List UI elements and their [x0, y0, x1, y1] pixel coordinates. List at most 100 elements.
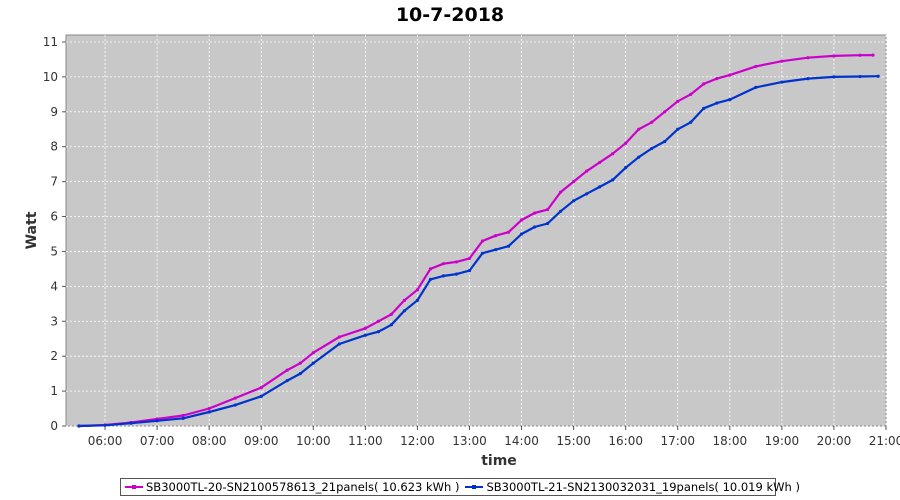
series-1-point — [676, 99, 680, 103]
x-tick-label: 11:00 — [348, 434, 383, 448]
legend-swatch-series-2 — [465, 485, 484, 489]
series-2-point — [103, 423, 107, 427]
x-tick-label: 09:00 — [244, 434, 279, 448]
series-1-point — [572, 180, 576, 184]
series-1-point — [428, 267, 433, 271]
series-1-point — [467, 256, 472, 261]
series-1-point — [715, 77, 719, 81]
series-1-point — [233, 396, 237, 400]
series-2-point — [650, 146, 654, 151]
series-2-point — [545, 221, 550, 226]
x-tick-label: 13:00 — [452, 434, 487, 448]
series-2-point — [441, 274, 446, 278]
series-1-point — [689, 92, 693, 96]
series-1-point — [506, 230, 511, 234]
series-1-point — [285, 368, 289, 372]
series-2-point — [611, 178, 615, 182]
series-2-point — [663, 139, 667, 144]
line-chart: 0 1 2 3 4 5 6 7 8 9 10 11 06:00 07:00 08:00 09:00 10:00 1… — [24, 34, 900, 469]
x-tick-label: 07:00 — [140, 434, 175, 448]
y-tick-label: 1 — [50, 384, 58, 398]
series-1-point — [780, 59, 784, 63]
series-1-point — [402, 298, 407, 302]
series-1-point — [493, 234, 498, 238]
series-2-point — [598, 185, 602, 189]
series-2-point — [780, 80, 784, 84]
series-2-point — [532, 225, 537, 229]
series-1-point — [728, 73, 732, 77]
x-tick-label: 15:00 — [556, 434, 591, 448]
series-2-point — [585, 192, 589, 196]
series-1-point — [624, 141, 628, 145]
series-2-point — [415, 298, 420, 302]
y-tick-label: 3 — [50, 314, 58, 328]
series-1-point — [598, 160, 602, 165]
series-2-point — [519, 232, 524, 236]
series-2-point — [285, 379, 289, 383]
series-1-point — [806, 56, 810, 60]
series-1-point — [754, 64, 758, 69]
legend: SB3000TL-20-SN2100578613_21panels( 10.62… — [120, 478, 800, 496]
series-2-point — [876, 74, 880, 78]
plot-area — [65, 34, 887, 427]
series-1-point — [389, 312, 393, 316]
x-axis-title: time — [481, 453, 517, 469]
series-2-point — [337, 342, 341, 346]
y-tick-label: 10 — [43, 70, 58, 84]
series-1-point — [871, 53, 875, 57]
series-1-point — [337, 335, 341, 339]
legend-label-series-2: SB3000TL-21-SN2130032031_19panels( 10.01… — [486, 480, 800, 494]
series-2-point — [181, 416, 185, 420]
series-2-point — [376, 330, 380, 334]
y-tick-label: 9 — [50, 105, 58, 119]
series-2-point — [480, 251, 485, 255]
series-2-point — [715, 101, 719, 105]
x-tick-label: 20:00 — [817, 434, 852, 448]
series-1-point — [376, 319, 380, 323]
series-2-point — [155, 419, 159, 423]
x-tick-label: 10:00 — [296, 434, 331, 448]
series-1-point — [637, 127, 641, 131]
series-1-point — [480, 239, 485, 243]
series-2-point — [728, 97, 732, 102]
series-1-point — [519, 218, 524, 222]
legend-item-series-1: SB3000TL-20-SN2100578613_21panels( 10.62… — [125, 480, 459, 494]
series-1-point — [832, 54, 836, 58]
series-2-point — [77, 424, 81, 428]
series-1-point — [181, 413, 185, 418]
series-2-point — [233, 403, 237, 407]
series-2-point — [624, 166, 628, 170]
x-tick-label: 06:00 — [88, 434, 123, 448]
series-2-point — [467, 269, 472, 273]
series-2-point — [637, 155, 641, 159]
series-2-point — [129, 421, 133, 425]
y-tick-label: 5 — [50, 244, 58, 258]
series-2-point — [754, 85, 758, 89]
series-2-point — [402, 309, 407, 313]
series-2-point — [832, 75, 836, 79]
y-tick-label: 11 — [43, 35, 58, 49]
series-2-point — [259, 394, 263, 398]
series-2-point — [311, 361, 315, 365]
x-tick-label: 18:00 — [713, 434, 748, 448]
series-2-point — [207, 410, 211, 414]
series-2-point — [806, 77, 810, 81]
y-tick-label: 7 — [50, 175, 58, 189]
series-1-point — [311, 351, 315, 355]
x-tick-label: 21:00 — [869, 434, 900, 448]
series-2-point — [428, 277, 433, 281]
series-1-point — [207, 406, 211, 411]
series-2-point — [389, 323, 393, 327]
y-tick-label: 8 — [50, 140, 58, 154]
series-2-point — [363, 333, 367, 337]
series-2-point — [506, 244, 511, 248]
series-2-point — [454, 272, 459, 276]
x-tick-label: 08:00 — [192, 434, 227, 448]
series-1-point — [545, 207, 550, 212]
series-2-point — [298, 372, 302, 376]
series-1-point — [259, 385, 263, 390]
series-2-point — [702, 106, 706, 110]
series-1-point — [415, 288, 420, 292]
series-2-point — [858, 74, 862, 79]
series-1-point — [611, 152, 615, 156]
